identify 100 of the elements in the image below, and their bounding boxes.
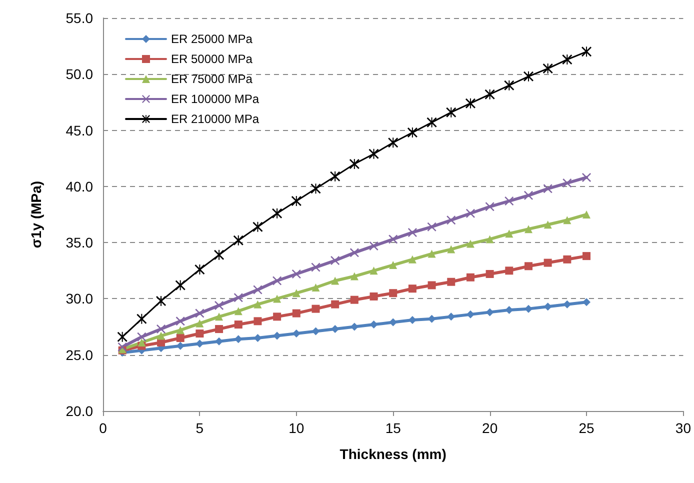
point <box>176 342 184 350</box>
legend-label: ER 100000 MPa <box>171 92 260 106</box>
point <box>582 298 591 306</box>
x-tick-label: 0 <box>99 420 108 436</box>
point <box>505 266 514 275</box>
point <box>523 71 534 82</box>
point <box>524 190 533 200</box>
point <box>273 332 282 340</box>
x-axis-title: Thickness (mm) <box>340 446 446 462</box>
point <box>118 342 127 352</box>
point <box>117 332 128 342</box>
point <box>350 322 358 331</box>
point <box>582 46 592 57</box>
point <box>157 332 166 340</box>
point <box>196 340 204 348</box>
y-axis-title: σ1y (MPa) <box>28 180 44 248</box>
y-tick-label: 35.0 <box>66 234 94 251</box>
point <box>505 230 514 238</box>
point <box>388 234 398 244</box>
legend-label: ER 75000 MPa <box>171 72 253 86</box>
point <box>176 326 184 334</box>
point <box>427 222 436 232</box>
point <box>524 262 532 270</box>
point <box>137 332 146 342</box>
point <box>273 312 282 321</box>
point <box>562 178 572 188</box>
point <box>486 235 494 244</box>
point <box>292 289 300 298</box>
point <box>428 281 436 290</box>
point <box>330 171 340 182</box>
point <box>368 148 379 159</box>
point <box>156 296 166 306</box>
point <box>504 196 514 206</box>
point <box>407 128 418 138</box>
y-tick-label: 50.0 <box>66 66 94 82</box>
legend-label: ER 210000 MPa <box>171 112 260 126</box>
point <box>254 317 262 326</box>
point <box>544 220 552 229</box>
point <box>214 250 224 260</box>
point <box>389 261 398 270</box>
point <box>370 320 378 329</box>
y-tick-label: 25.0 <box>66 346 94 363</box>
point <box>486 270 494 278</box>
point <box>544 258 552 267</box>
point <box>350 296 358 304</box>
point <box>292 270 301 279</box>
point <box>176 316 185 326</box>
point <box>252 222 263 232</box>
point <box>195 308 204 318</box>
point <box>233 235 244 246</box>
point <box>446 216 456 225</box>
point <box>136 314 147 324</box>
point <box>542 64 553 74</box>
point <box>428 250 436 258</box>
y-tick-label: 45.0 <box>66 122 94 138</box>
point <box>389 318 398 326</box>
point <box>369 241 378 250</box>
point <box>447 245 456 254</box>
y-tick-label: 40.0 <box>66 178 94 194</box>
point <box>312 327 320 336</box>
point <box>446 107 456 118</box>
point <box>234 307 242 316</box>
point <box>272 276 282 286</box>
point <box>389 289 398 298</box>
x-tick-label: 15 <box>385 420 402 436</box>
point <box>215 312 224 321</box>
point <box>465 98 476 108</box>
point <box>312 304 320 313</box>
point <box>138 338 146 347</box>
point <box>426 117 437 128</box>
point <box>254 334 262 342</box>
y-tick-label: 30.0 <box>66 290 94 307</box>
point <box>466 208 475 218</box>
point <box>485 202 494 212</box>
legend-label: ER 50000 MPa <box>171 52 253 66</box>
point <box>466 273 474 282</box>
point <box>194 264 205 275</box>
x-tick-label: 25 <box>578 420 595 436</box>
point <box>388 138 398 148</box>
x-tick-label: 5 <box>196 420 204 436</box>
y-tick-label: 55.0 <box>66 10 94 26</box>
point <box>543 184 552 194</box>
point <box>254 300 262 308</box>
point <box>273 294 282 303</box>
point <box>466 310 474 318</box>
point <box>370 292 378 300</box>
point <box>466 240 474 248</box>
point <box>484 89 495 100</box>
point <box>215 325 224 334</box>
point <box>582 210 591 218</box>
legend-label: ER 25000 MPa <box>171 32 253 46</box>
point <box>562 54 572 65</box>
point <box>504 80 514 90</box>
x-tick-label: 10 <box>288 420 304 436</box>
y-tick-label: 20.0 <box>66 403 94 419</box>
point <box>582 252 591 260</box>
point <box>486 308 494 316</box>
point <box>234 320 242 329</box>
point <box>350 272 358 280</box>
point <box>175 280 186 290</box>
